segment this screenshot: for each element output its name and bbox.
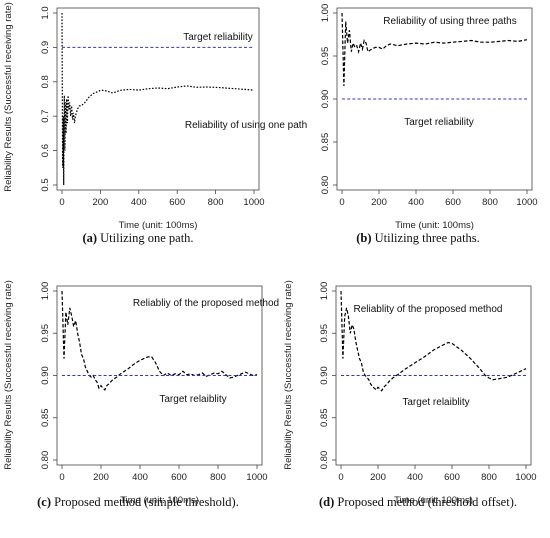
x-tick-label: 600 [171, 472, 187, 483]
y-tick-label: 0.5 [40, 178, 51, 191]
annotation-label: Reliability of using one path [185, 120, 307, 131]
panel-caption: (d) Proposed method (threshold offset). [319, 495, 517, 509]
x-tick-label: 200 [370, 472, 386, 483]
chart-panel-c: 0 200 400 600 800 1000 0.80 0.85 0.90 0.95 1.00 Tim… [3, 280, 279, 509]
y-tick-label: 0.85 [320, 133, 331, 152]
x-tick-label: 400 [132, 472, 148, 483]
panel-caption: (b) Utilizing three paths. [356, 231, 480, 245]
annotation-label: Target reliability [183, 32, 252, 43]
y-tick-label: 0.95 [40, 324, 51, 343]
x-axis-label: Time (unit: 100ms) [120, 495, 199, 506]
annotation-label: Reliablity of the proposed method [354, 304, 503, 315]
x-axis-label: Time (unit: 100ms) [394, 495, 473, 506]
caption-label: (b) [356, 231, 371, 245]
caption-text: Proposed method (simple threshold). [51, 495, 239, 509]
plot-frame [56, 7, 260, 191]
annotation-label: Target reliability [404, 117, 473, 128]
y-tick-label: 0.7 [40, 110, 51, 123]
caption-text: Proposed method (threshold offset). [334, 495, 517, 509]
y-axis-label: Reliability Results (Successful receivin… [283, 280, 294, 470]
reliability-series-line [340, 290, 527, 392]
y-tick-label: 0.80 [319, 451, 330, 470]
x-axis-label: Time (unit: 100ms) [395, 220, 474, 231]
panel-caption: (a) Utilizing one path. [82, 231, 193, 245]
reliability-series-line [61, 12, 255, 186]
caption-label: (a) [82, 231, 97, 245]
caption-text: Utilizing three paths. [371, 231, 479, 245]
x-tick-label: 1000 [515, 472, 536, 483]
annotation-label: Reliabliy of the proposed method [133, 298, 279, 309]
x-tick-label: 0 [338, 472, 343, 483]
y-tick-label: 0.6 [40, 144, 51, 157]
chart-panel-a: 0 200 400 600 800 1000 0.5 0.6 0.7 0.8 0.9 1.0 Time … [3, 2, 307, 245]
y-tick-label: 1.00 [40, 282, 51, 301]
x-tick-label: 0 [59, 472, 64, 483]
x-tick-label: 200 [93, 472, 109, 483]
annotation-label: Reliability of using three paths [383, 16, 516, 27]
y-tick-label: 0.90 [319, 366, 330, 385]
x-tick-label: 800 [210, 472, 226, 483]
x-tick-label: 200 [371, 197, 387, 208]
caption-label: (c) [37, 495, 51, 509]
chart-panel-d: 0 200 400 600 800 1000 0.80 0.85 0.90 0.95 1.00 Tim… [283, 280, 537, 509]
x-tick-label: 0 [59, 197, 64, 208]
y-tick-label: 0.90 [320, 90, 331, 109]
y-tick-label: 0.80 [320, 176, 331, 195]
x-tick-label: 800 [208, 197, 224, 208]
y-tick-label: 0.85 [319, 409, 330, 428]
x-tick-label: 400 [407, 472, 423, 483]
y-axis-label: Reliability Results (Successful receivin… [3, 2, 14, 192]
x-tick-label: 400 [408, 197, 424, 208]
y-axis-label: Reliability Results (Successful receivin… [3, 280, 14, 470]
x-tick-label: 800 [482, 197, 498, 208]
reliability-series-line [61, 290, 258, 391]
y-tick-label: 0.9 [40, 41, 51, 54]
y-tick-label: 0.8 [40, 75, 51, 88]
x-tick-label: 400 [131, 197, 147, 208]
chart-panel-b: 0 200 400 600 800 1000 0.80 0.85 0.90 0.95 1.00 Tim… [320, 4, 538, 245]
x-tick-label: 600 [444, 472, 460, 483]
x-tick-label: 1000 [246, 472, 267, 483]
y-tick-label: 0.80 [40, 451, 51, 470]
y-tick-label: 1.00 [319, 282, 330, 301]
x-axis-label: Time (unit: 100ms) [119, 220, 198, 231]
x-tick-label: 1000 [516, 197, 537, 208]
y-tick-label: 0.95 [319, 324, 330, 343]
caption-label: (d) [319, 495, 334, 509]
plot-frame [336, 7, 533, 191]
y-tick-label: 1.00 [320, 4, 331, 23]
x-tick-label: 200 [92, 197, 108, 208]
x-tick-label: 600 [445, 197, 461, 208]
x-tick-label: 800 [481, 472, 497, 483]
annotation-label: Target relaiblity [159, 394, 226, 405]
caption-text: Utilizing one path. [97, 231, 194, 245]
x-tick-label: 0 [339, 197, 344, 208]
x-tick-label: 1000 [243, 197, 264, 208]
panel-caption: (c) Proposed method (simple threshold). [37, 495, 239, 509]
y-tick-label: 0.95 [320, 47, 331, 66]
y-tick-label: 0.90 [40, 366, 51, 385]
x-tick-label: 600 [169, 197, 185, 208]
y-tick-label: 1.0 [40, 6, 51, 19]
y-tick-label: 0.85 [40, 409, 51, 428]
reliability-series-line [341, 12, 528, 87]
annotation-label: Target relaiblity [402, 397, 469, 408]
